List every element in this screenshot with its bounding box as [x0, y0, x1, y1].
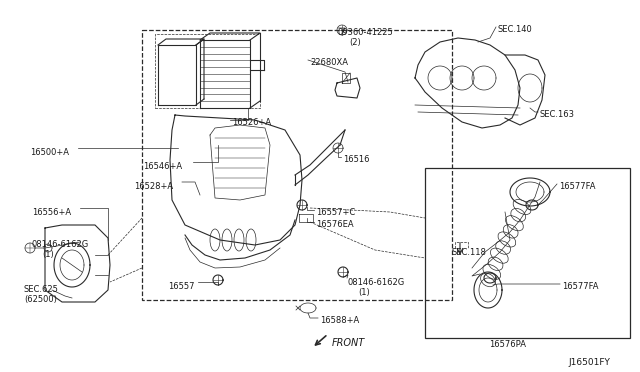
Text: (2): (2): [349, 38, 361, 47]
Text: SEC.118: SEC.118: [452, 248, 487, 257]
Text: 09360-41225: 09360-41225: [338, 28, 394, 37]
Text: 16516: 16516: [343, 155, 369, 164]
Text: 16576PA: 16576PA: [490, 340, 527, 349]
Bar: [142, 30, 452, 300]
Text: (1): (1): [42, 250, 54, 259]
Text: SEC.625: SEC.625: [24, 285, 59, 294]
Text: 16577FA: 16577FA: [559, 182, 595, 191]
Text: 16576EA: 16576EA: [316, 220, 354, 229]
Text: FRONT: FRONT: [332, 338, 365, 348]
Text: SEC.140: SEC.140: [498, 25, 532, 34]
Text: J16501FY: J16501FY: [568, 358, 610, 367]
Text: 16588+A: 16588+A: [320, 316, 359, 325]
Text: 08146-6162G: 08146-6162G: [32, 240, 89, 249]
Text: 16526+A: 16526+A: [232, 118, 271, 127]
Text: 08146-6162G: 08146-6162G: [348, 278, 405, 287]
Text: 16557: 16557: [168, 282, 195, 291]
Text: SEC.163: SEC.163: [540, 110, 575, 119]
Bar: [425, 168, 630, 338]
Text: 16557+C: 16557+C: [316, 208, 355, 217]
Text: (1): (1): [358, 288, 370, 297]
Text: 16528+A: 16528+A: [134, 182, 173, 191]
Text: 16546+A: 16546+A: [143, 162, 182, 171]
Text: (62500): (62500): [24, 295, 57, 304]
Text: 16556+A: 16556+A: [32, 208, 71, 217]
Text: 16500+A: 16500+A: [30, 148, 69, 157]
Text: 16577FA: 16577FA: [562, 282, 598, 291]
Text: 22680XA: 22680XA: [310, 58, 348, 67]
